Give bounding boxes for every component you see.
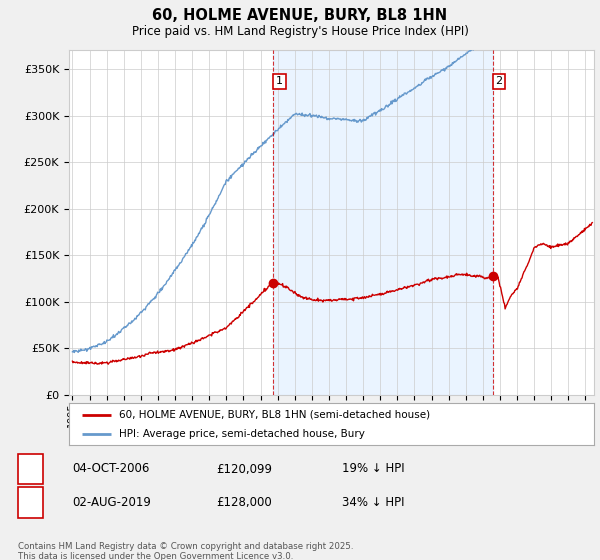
Text: £128,000: £128,000 <box>216 496 272 509</box>
Text: £120,099: £120,099 <box>216 463 272 475</box>
Text: 19% ↓ HPI: 19% ↓ HPI <box>342 463 404 475</box>
Text: 60, HOLME AVENUE, BURY, BL8 1HN: 60, HOLME AVENUE, BURY, BL8 1HN <box>152 8 448 24</box>
Text: 1: 1 <box>26 463 35 475</box>
Text: 02-AUG-2019: 02-AUG-2019 <box>72 496 151 509</box>
Text: 2: 2 <box>26 496 35 509</box>
Text: 34% ↓ HPI: 34% ↓ HPI <box>342 496 404 509</box>
Text: 1: 1 <box>276 77 283 86</box>
Text: 2: 2 <box>496 77 502 86</box>
Text: HPI: Average price, semi-detached house, Bury: HPI: Average price, semi-detached house,… <box>119 429 365 439</box>
Text: Contains HM Land Registry data © Crown copyright and database right 2025.
This d: Contains HM Land Registry data © Crown c… <box>18 542 353 560</box>
Text: 60, HOLME AVENUE, BURY, BL8 1HN (semi-detached house): 60, HOLME AVENUE, BURY, BL8 1HN (semi-de… <box>119 409 430 419</box>
Text: 04-OCT-2006: 04-OCT-2006 <box>72 463 149 475</box>
Text: Price paid vs. HM Land Registry's House Price Index (HPI): Price paid vs. HM Land Registry's House … <box>131 25 469 38</box>
